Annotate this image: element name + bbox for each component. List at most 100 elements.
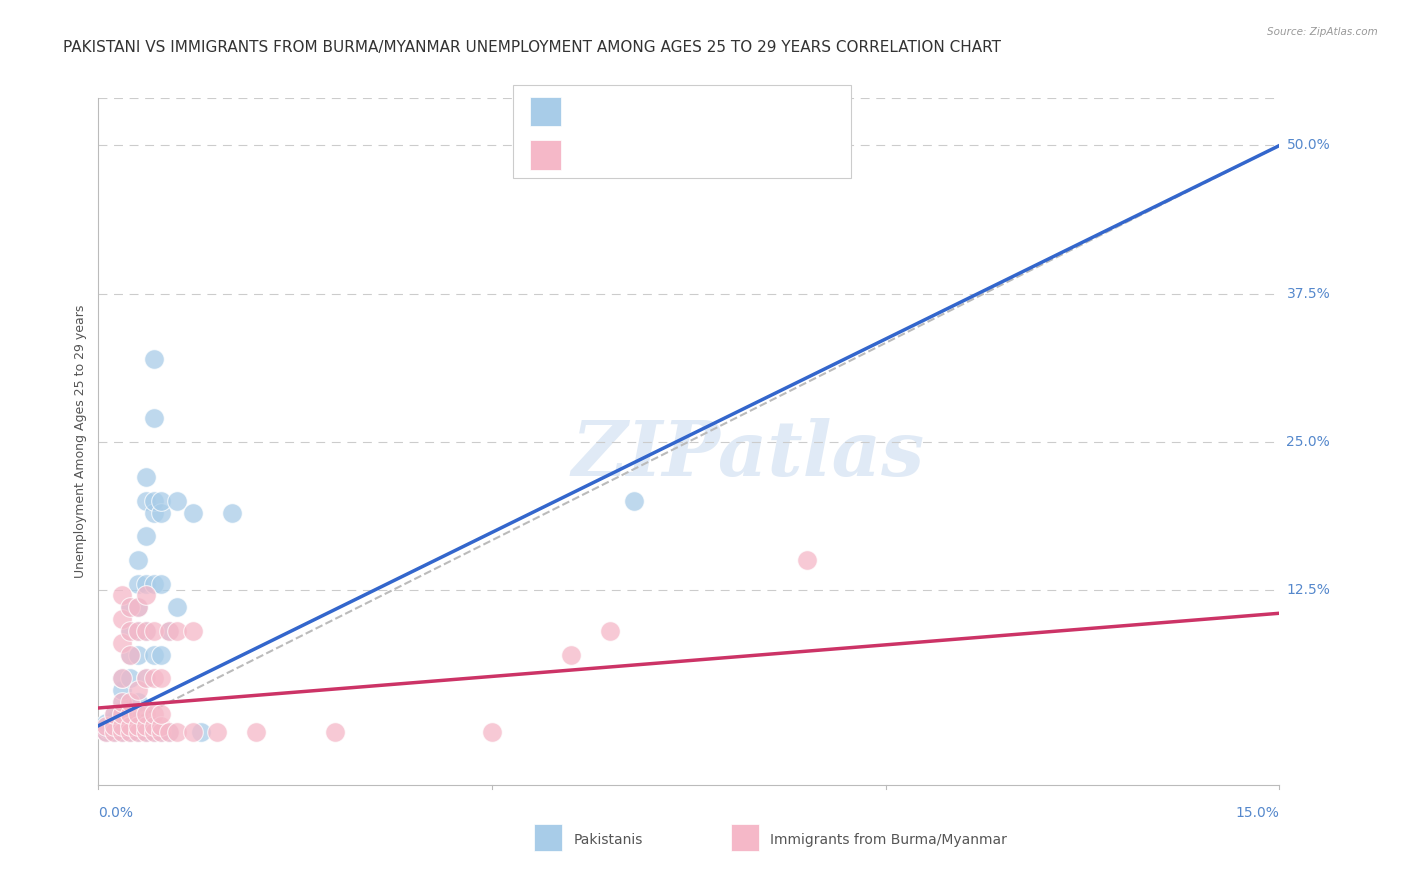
Point	[111, 683, 134, 698]
Point	[118, 624, 141, 638]
Point	[127, 719, 149, 733]
Point	[111, 724, 134, 739]
Point	[111, 724, 134, 739]
Point	[150, 706, 173, 721]
Point	[111, 706, 134, 721]
Point	[96, 724, 118, 739]
Point	[103, 719, 125, 733]
Point	[127, 724, 149, 739]
Point	[96, 724, 118, 739]
Point	[599, 624, 621, 638]
Point	[135, 724, 157, 739]
Point	[118, 724, 141, 739]
Point	[157, 624, 180, 638]
Point	[127, 719, 149, 733]
Point	[127, 624, 149, 638]
Point	[118, 719, 141, 733]
Point	[96, 719, 118, 733]
Point	[142, 351, 165, 366]
Point	[118, 648, 141, 662]
Point	[142, 410, 165, 425]
Point	[150, 672, 173, 686]
Point	[481, 724, 503, 739]
Point	[111, 589, 134, 603]
Point	[142, 724, 165, 739]
Point	[135, 719, 157, 733]
Point	[142, 719, 165, 733]
Point	[157, 724, 180, 739]
Point	[96, 716, 118, 731]
Y-axis label: Unemployment Among Ages 25 to 29 years: Unemployment Among Ages 25 to 29 years	[75, 305, 87, 578]
Text: R = 0.498   N = 56: R = 0.498 N = 56	[572, 107, 717, 122]
Point	[150, 576, 173, 591]
Point	[135, 529, 157, 543]
Point	[135, 624, 157, 638]
Point	[157, 624, 180, 638]
Point	[142, 719, 165, 733]
Point	[135, 719, 157, 733]
Point	[166, 624, 188, 638]
Point	[111, 706, 134, 721]
Point	[135, 470, 157, 484]
Point	[127, 600, 149, 615]
Point	[103, 724, 125, 739]
Point	[96, 721, 118, 735]
Point	[135, 493, 157, 508]
Point	[111, 672, 134, 686]
Point	[127, 648, 149, 662]
Point	[127, 576, 149, 591]
Point	[142, 493, 165, 508]
Point	[205, 724, 228, 739]
Point	[103, 706, 125, 721]
Point	[127, 724, 149, 739]
Point	[623, 493, 645, 508]
Point	[181, 724, 204, 739]
Point	[127, 706, 149, 721]
Point	[111, 719, 134, 733]
Point	[135, 624, 157, 638]
Point	[127, 695, 149, 709]
Point	[142, 672, 165, 686]
Point	[181, 624, 204, 638]
Point	[111, 612, 134, 626]
Point	[135, 576, 157, 591]
Point	[221, 506, 243, 520]
Point	[560, 648, 582, 662]
Text: 15.0%: 15.0%	[1236, 806, 1279, 821]
Text: Pakistanis: Pakistanis	[574, 833, 643, 847]
Text: 0.0%: 0.0%	[98, 806, 134, 821]
Point	[103, 724, 125, 739]
Text: PAKISTANI VS IMMIGRANTS FROM BURMA/MYANMAR UNEMPLOYMENT AMONG AGES 25 TO 29 YEAR: PAKISTANI VS IMMIGRANTS FROM BURMA/MYANM…	[63, 40, 1001, 55]
Point	[118, 706, 141, 721]
Point	[166, 600, 188, 615]
Point	[166, 493, 188, 508]
Point	[150, 648, 173, 662]
Point	[118, 648, 141, 662]
Point	[103, 713, 125, 727]
Point	[118, 706, 141, 721]
Point	[111, 695, 134, 709]
Point	[111, 672, 134, 686]
Point	[323, 724, 346, 739]
Point	[796, 553, 818, 567]
Text: 25.0%: 25.0%	[1286, 434, 1330, 449]
Text: R =  0.183   N = 54: R = 0.183 N = 54	[572, 150, 721, 165]
Point	[135, 724, 157, 739]
Point	[166, 724, 188, 739]
Text: ZIPatlas: ZIPatlas	[571, 418, 925, 492]
Text: 50.0%: 50.0%	[1286, 138, 1330, 153]
Point	[118, 600, 141, 615]
Point	[103, 706, 125, 721]
Point	[111, 719, 134, 733]
Point	[135, 706, 157, 721]
Point	[127, 683, 149, 698]
Point	[118, 719, 141, 733]
Point	[127, 624, 149, 638]
Text: 12.5%: 12.5%	[1286, 582, 1330, 597]
Point	[181, 506, 204, 520]
Point	[157, 724, 180, 739]
Point	[127, 553, 149, 567]
Point	[135, 672, 157, 686]
Point	[142, 706, 165, 721]
Point	[118, 600, 141, 615]
